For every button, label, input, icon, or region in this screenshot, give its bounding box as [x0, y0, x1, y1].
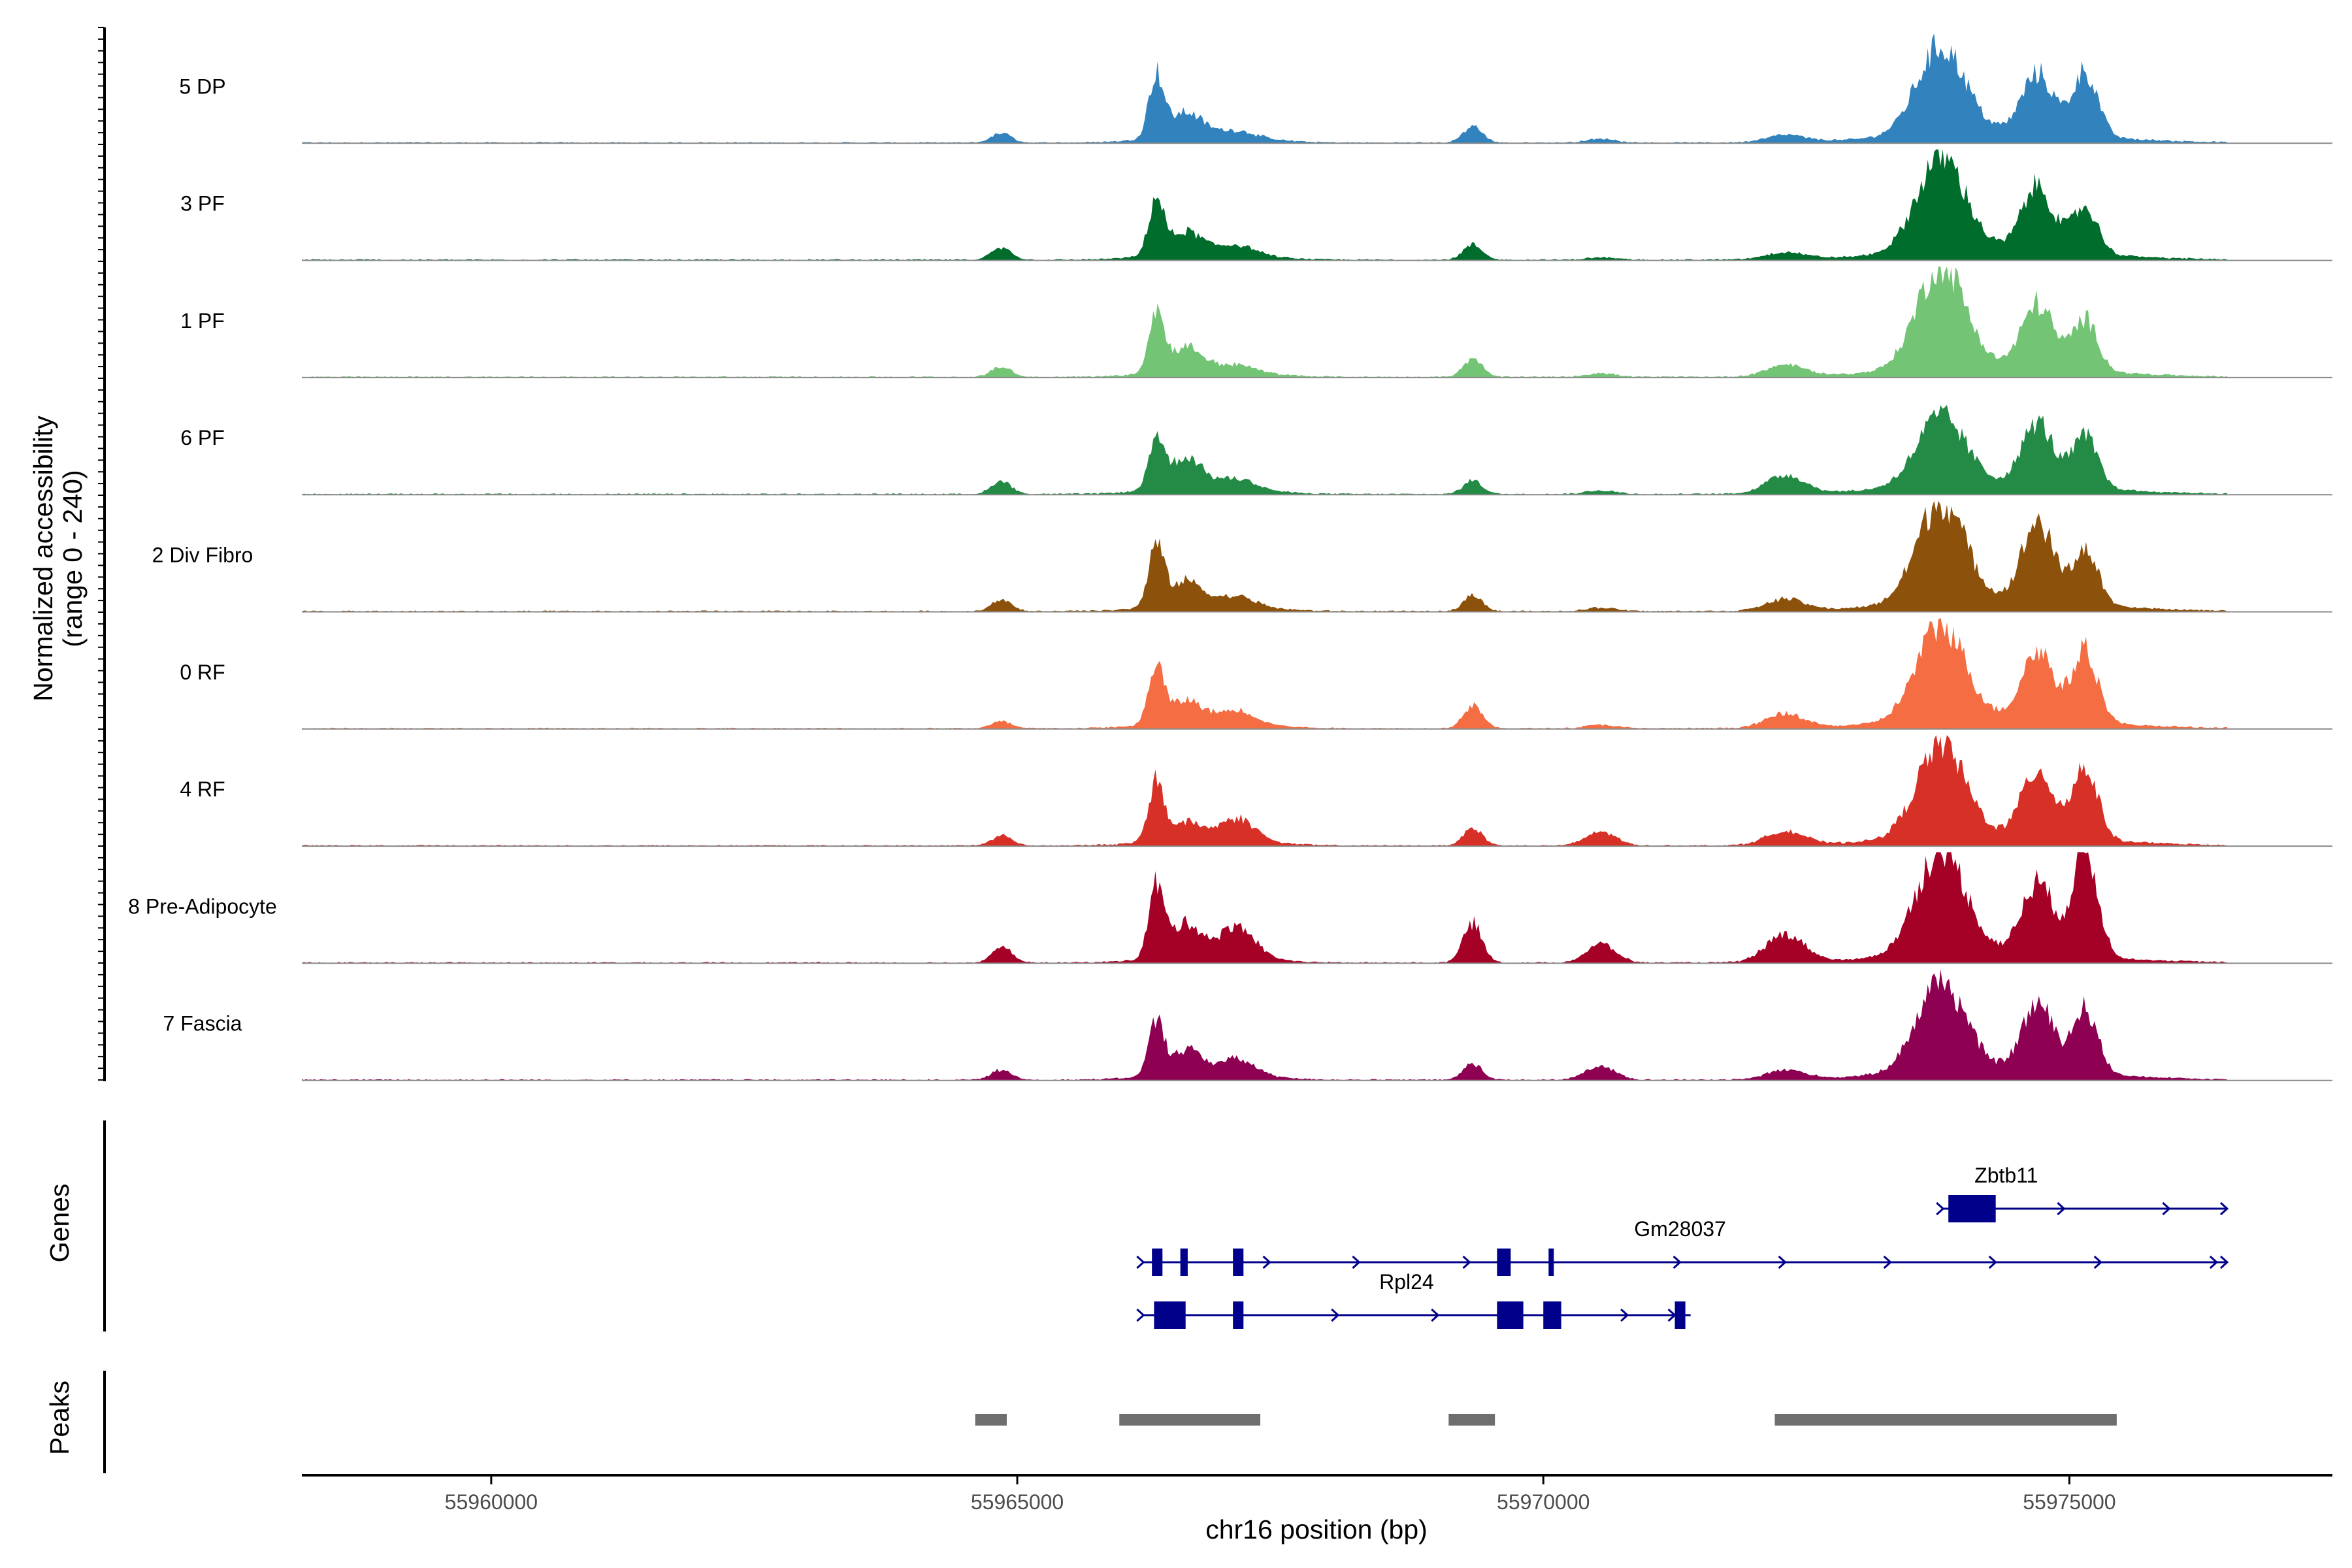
coverage-track: 8 Pre-Adipocyte — [128, 852, 2332, 964]
coverage-area — [302, 852, 2227, 964]
gene-track: Zbtb11 Gm28037 Rpl24 — [1136, 1164, 2229, 1329]
coverage-area — [302, 404, 2227, 495]
coverage-area — [302, 33, 2227, 144]
gene-exon — [1948, 1195, 1996, 1222]
axes: 55960000 55965000 55970000 55975000 — [98, 27, 2332, 1514]
strand-arrow — [1883, 1255, 1892, 1269]
strand-arrow — [1936, 1201, 1945, 1216]
gene-name-label: Zbtb11 — [1974, 1164, 2038, 1187]
strand-arrow — [1136, 1255, 1145, 1269]
coverage-area — [302, 500, 2227, 612]
coverage-area — [302, 969, 2227, 1081]
gene-exon — [1152, 1249, 1163, 1276]
strand-arrow — [1352, 1255, 1361, 1269]
strand-arrow — [1988, 1255, 1997, 1269]
gene-name-label: Rpl24 — [1379, 1270, 1434, 1294]
strand-arrow — [1462, 1255, 1471, 1269]
gene-exon — [1497, 1249, 1511, 1276]
gene-exon — [1543, 1301, 1561, 1329]
gene-exon — [1548, 1249, 1554, 1276]
gene-model: Gm28037 — [1136, 1217, 2229, 1276]
strand-arrow — [2162, 1201, 2171, 1216]
coverage-track: 1 PF — [180, 266, 2332, 378]
x-tick-label: 55970000 — [1497, 1490, 1590, 1514]
strand-arrow — [1778, 1255, 1787, 1269]
gene-exon — [1233, 1249, 1244, 1276]
peaks-track-label: Peaks — [44, 1380, 74, 1455]
strand-arrow — [2093, 1255, 2102, 1269]
coverage-track: 2 Div Fibro — [152, 500, 2332, 613]
peak-region — [975, 1414, 1007, 1426]
coverage-track: 6 PF — [180, 404, 2332, 496]
track-label: 3 PF — [180, 192, 225, 216]
peak-region — [1119, 1414, 1261, 1426]
coverage-track: 7 Fascia — [163, 969, 2332, 1081]
peak-region — [1774, 1414, 2117, 1426]
strand-arrow — [1331, 1308, 1340, 1322]
coverage-area — [302, 617, 2227, 729]
strand-arrow — [1620, 1308, 1629, 1322]
coverage-area — [302, 735, 2227, 847]
gene-exon — [1154, 1301, 1186, 1329]
track-label: 1 PF — [180, 309, 225, 333]
strand-arrow — [1431, 1308, 1440, 1322]
track-label: 4 RF — [180, 777, 225, 801]
gene-exon — [1674, 1301, 1686, 1329]
strand-arrow — [1136, 1308, 1145, 1322]
track-label: 8 Pre-Adipocyte — [128, 894, 277, 918]
track-label: 0 RF — [180, 661, 225, 684]
x-tick-label: 55960000 — [445, 1490, 538, 1514]
coverage-area — [302, 149, 2227, 261]
coverage-track: 3 PF — [180, 149, 2332, 261]
gene-exon — [1233, 1301, 1244, 1329]
gene-exon — [1180, 1249, 1188, 1276]
coverage-tracks: 5 DP 3 PF 1 PF 6 PF 2 Div Fibro 0 RF 4 RF 8 Pre… — [128, 33, 2332, 1081]
genes-track-label: Genes — [44, 1184, 74, 1263]
strand-arrow — [2219, 1255, 2229, 1269]
coverage-track: 0 RF — [180, 617, 2332, 730]
strand-arrow — [1667, 1308, 1676, 1322]
strand-arrow — [2209, 1255, 2219, 1269]
track-label: 2 Div Fibro — [152, 544, 253, 567]
x-tick-label: 55965000 — [971, 1490, 1064, 1514]
strand-arrow — [2219, 1201, 2229, 1216]
coverage-track: 4 RF — [180, 735, 2332, 847]
y-axis-title-line1: Normalized accessibility — [28, 416, 58, 702]
x-tick-label: 55975000 — [2023, 1490, 2115, 1514]
track-label: 5 DP — [179, 74, 225, 98]
x-axis-title: chr16 position (bp) — [1205, 1514, 1428, 1544]
gene-name-label: Gm28037 — [1634, 1217, 1726, 1241]
strand-arrow — [1673, 1255, 1682, 1269]
peak-region — [1448, 1414, 1495, 1426]
gene-model: Zbtb11 — [1936, 1164, 2229, 1222]
y-axis-title-line2: (range 0 - 240) — [57, 470, 88, 647]
track-label: 7 Fascia — [163, 1012, 242, 1036]
strand-arrow — [2057, 1201, 2066, 1216]
gene-exon — [1497, 1301, 1524, 1329]
strand-arrow — [1262, 1255, 1271, 1269]
coverage-area — [302, 266, 2227, 378]
track-label: 6 PF — [180, 426, 225, 449]
coverage-track: 5 DP — [179, 33, 2332, 144]
gene-model: Rpl24 — [1136, 1270, 1691, 1329]
peak-track — [975, 1414, 2117, 1426]
